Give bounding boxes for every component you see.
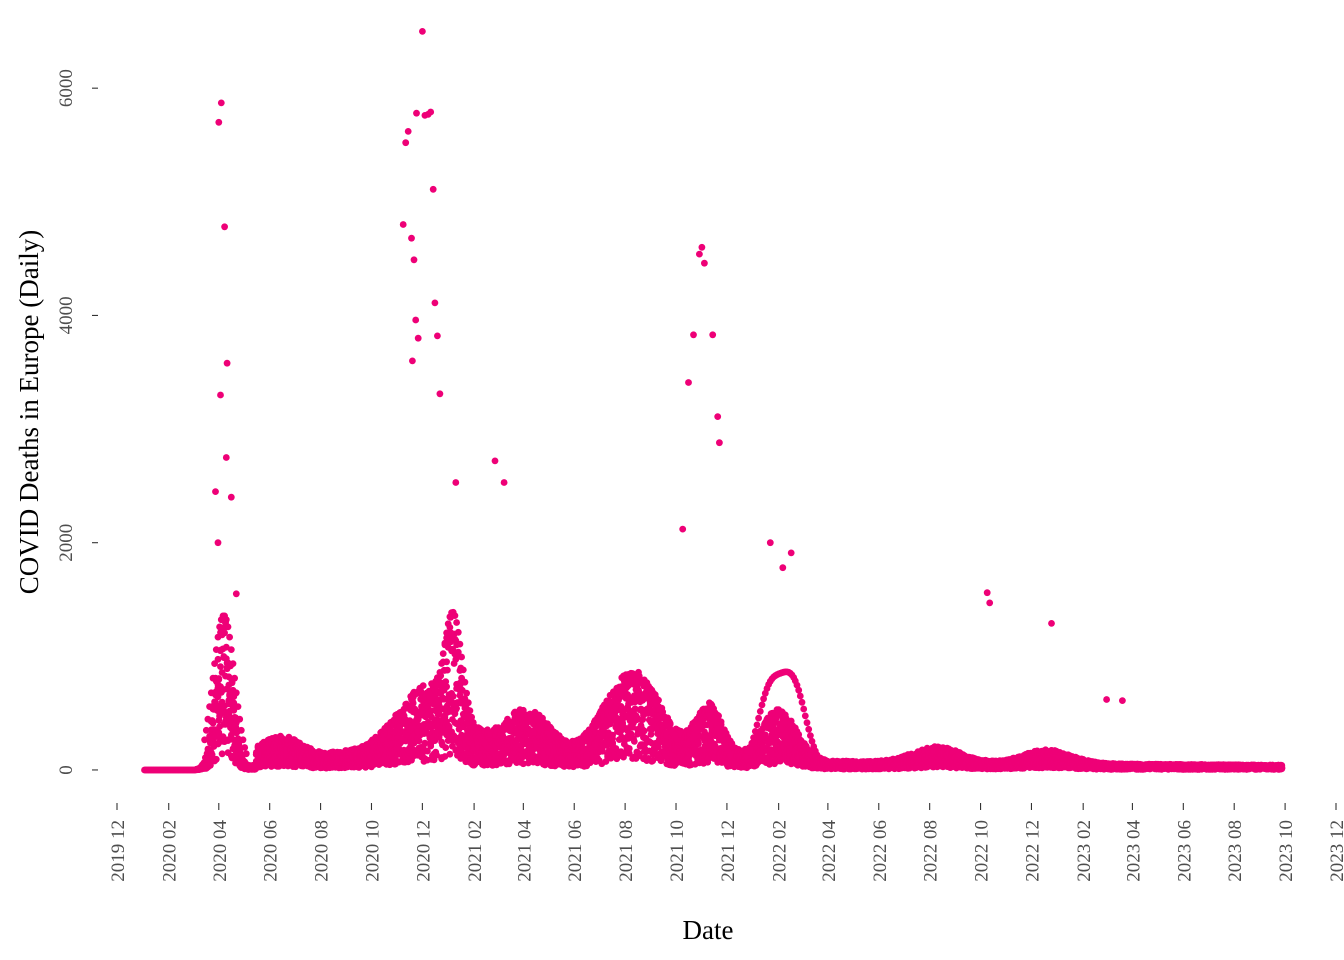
data-point xyxy=(443,683,450,691)
data-point xyxy=(215,675,223,682)
data-point xyxy=(396,723,404,730)
data-point xyxy=(446,750,454,758)
data-point xyxy=(415,737,423,745)
data-point xyxy=(625,750,633,757)
data-point xyxy=(442,744,450,751)
data-point xyxy=(649,757,657,765)
data-point xyxy=(424,747,431,755)
data-point xyxy=(427,742,435,750)
data-point xyxy=(453,705,460,712)
data-point xyxy=(212,755,220,763)
data-point xyxy=(221,629,229,637)
data-point xyxy=(635,672,643,680)
data-point xyxy=(421,739,429,747)
data-point xyxy=(428,707,435,715)
data-point xyxy=(640,727,648,735)
data-point xyxy=(630,738,638,745)
data-point xyxy=(599,747,606,755)
data-point xyxy=(209,719,217,727)
data-point xyxy=(519,760,527,768)
data-point xyxy=(409,699,417,707)
data-point xyxy=(449,692,457,700)
data-point xyxy=(442,678,450,685)
data-point xyxy=(625,745,633,752)
data-point xyxy=(235,741,243,748)
data-point xyxy=(444,666,451,674)
data-point xyxy=(218,750,226,758)
data-point xyxy=(207,761,214,769)
data-point xyxy=(419,682,427,689)
data-point xyxy=(695,740,702,748)
data-points xyxy=(141,28,1286,774)
data-point xyxy=(217,663,224,670)
data-point xyxy=(445,723,453,731)
data-point xyxy=(609,739,616,746)
